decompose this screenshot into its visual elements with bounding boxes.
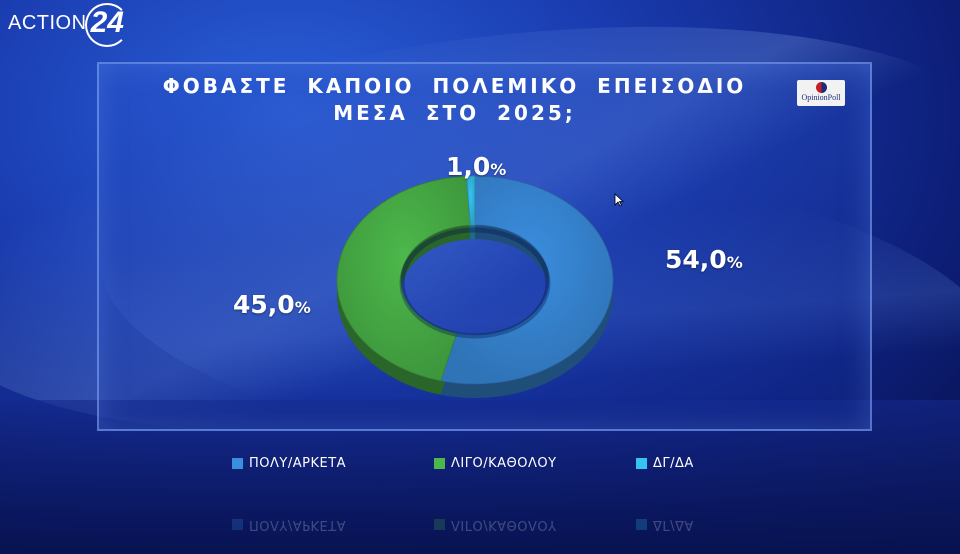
data-label-1: 45,0% [233,290,311,319]
donut-slice-1 [336,175,471,382]
legend-reflection-item-1: ΛΙΓΟ/ΚΑΘΟΛΟΥ [434,517,557,532]
mouse-cursor-icon [614,193,624,207]
pollster-logo: OpinionPoll [797,80,845,106]
legend-label-0: ΠΟΛΥ/ΑΡΚΕΤΑ [249,456,347,471]
legend-reflection-label-1: ΛΙΓΟ/ΚΑΘΟΛΟΥ [451,517,557,532]
chart-panel: ΦΟΒΑΣΤΕ ΚΑΠΟΙΟ ΠΟΛΕΜΙΚΟ ΕΠΕΙΣΟΔΙΟ ΜΕΣΑ Σ… [97,62,872,431]
chart-legend: ΠΟΛΥ/ΑΡΚΕΤΑ ΛΙΓΟ/ΚΑΘΟΛΟΥ ΔΓ/ΔΑ [0,456,960,476]
legend-reflection-item-2: ΔΓ/ΔΑ [636,517,694,532]
legend-item-1: ΛΙΓΟ/ΚΑΘΟΛΟΥ [434,456,557,471]
channel-logo-number: 24 [84,3,129,47]
pollster-logo-text: OpinionPoll [801,93,841,102]
legend-swatch-0 [232,458,243,469]
chart-title-line-2: ΜΕΣΑ ΣΤΟ 2025; [333,101,576,125]
legend-reflection-swatch-1 [434,519,445,530]
legend-item-2: ΔΓ/ΔΑ [636,456,694,471]
data-label-2: 1,0% [446,152,507,181]
legend-reflection-item-0: ΠΟΛΥ/ΑΡΚΕΤΑ [232,517,346,532]
logo-ring-icon [84,3,129,47]
legend-reflection: ΠΟΛΥ/ΑΡΚΕΤΑ ΛΙΓΟ/ΚΑΘΟΛΟΥ ΔΓ/ΔΑ [0,512,960,532]
legend-swatch-2 [636,458,647,469]
legend-reflection-label-2: ΔΓ/ΔΑ [653,517,694,532]
legend-reflection-label-0: ΠΟΛΥ/ΑΡΚΕΤΑ [249,517,347,532]
studio-floor [0,400,960,554]
data-label-0: 54,0% [665,245,743,274]
donut-hole-shade [399,227,551,339]
legend-item-0: ΠΟΛΥ/ΑΡΚΕΤΑ [232,456,346,471]
channel-logo-text: ACTION [8,11,87,34]
donut-slice-0 [440,175,614,385]
chart-title-line-1: ΦΟΒΑΣΤΕ ΚΑΠΟΙΟ ΠΟΛΕΜΙΚΟ ΕΠΕΙΣΟΔΙΟ [162,74,747,98]
pollster-logo-icon [815,82,827,93]
legend-swatch-1 [434,458,445,469]
donut-slice-2 [465,175,476,226]
legend-label-2: ΔΓ/ΔΑ [653,456,694,471]
legend-reflection-swatch-2 [636,519,647,530]
legend-reflection-swatch-0 [232,519,243,530]
legend-label-1: ΛΙΓΟ/ΚΑΘΟΛΟΥ [451,456,557,471]
channel-logo: ACTION 24 [8,3,129,47]
